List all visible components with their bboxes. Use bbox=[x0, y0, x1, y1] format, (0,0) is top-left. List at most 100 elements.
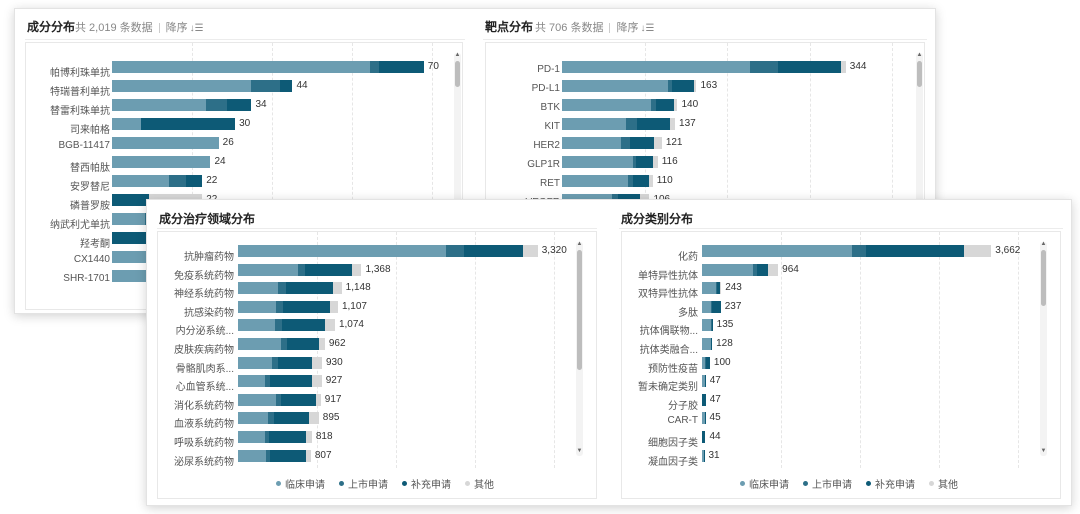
bar-row[interactable]: 皮肤疾病药物 962 bbox=[158, 338, 596, 357]
legend-item-clinical[interactable]: 临床申请 bbox=[276, 476, 325, 491]
legend-item-clinical[interactable]: 临床申请 bbox=[740, 476, 789, 491]
bar-row[interactable]: 免疫系统药物 1,368 bbox=[158, 263, 596, 283]
bar-row[interactable]: CAR-T 45 bbox=[622, 412, 1060, 431]
legend-item-supplement[interactable]: 补充申请 bbox=[402, 476, 451, 491]
stacked-bar[interactable] bbox=[112, 270, 154, 282]
sort-toggle[interactable]: 降序 ↓☰ bbox=[165, 22, 204, 34]
bar-row[interactable]: RET 110 bbox=[486, 175, 924, 194]
stacked-bar[interactable] bbox=[238, 263, 362, 276]
stacked-bar[interactable] bbox=[562, 175, 653, 187]
bar-row[interactable]: 双特异性抗体 243 bbox=[622, 282, 1060, 301]
bar-row[interactable]: PD-L1 163 bbox=[486, 80, 924, 99]
bar-row[interactable]: 骨骼肌肉系... 930 bbox=[158, 356, 596, 376]
bar-row[interactable]: GLP1R 116 bbox=[486, 156, 924, 175]
stacked-bar[interactable] bbox=[702, 282, 722, 295]
stacked-bar[interactable] bbox=[112, 137, 219, 149]
bar-row[interactable]: 神经系统药物 1,148 bbox=[158, 282, 596, 301]
scroll-up-icon[interactable]: ▲ bbox=[1040, 241, 1047, 247]
bar-row[interactable]: 细胞因子类 44 bbox=[622, 431, 1060, 450]
bar-row[interactable]: CX1440 bbox=[26, 251, 462, 270]
stacked-bar[interactable] bbox=[238, 282, 342, 295]
stacked-bar[interactable] bbox=[238, 319, 335, 332]
stacked-bar[interactable] bbox=[702, 356, 710, 369]
bar-row[interactable]: 多肽 237 bbox=[622, 300, 1060, 320]
sort-toggle[interactable]: 降序 ↓☰ bbox=[616, 22, 655, 34]
bar-row[interactable]: 抗体类融合... 128 bbox=[622, 338, 1060, 357]
bar-row[interactable]: BTK 140 bbox=[486, 99, 924, 118]
stacked-bar[interactable] bbox=[112, 156, 211, 168]
stacked-bar[interactable] bbox=[562, 137, 662, 149]
scrollbar-thumb[interactable] bbox=[577, 250, 582, 370]
bar-row[interactable]: 化药 3,662 bbox=[622, 245, 1060, 264]
bar-row[interactable]: HER2 121 bbox=[486, 137, 924, 156]
stacked-bar[interactable] bbox=[112, 61, 424, 73]
scroll-up-icon[interactable]: ▲ bbox=[916, 52, 923, 58]
legend-item-supplement[interactable]: 补充申请 bbox=[866, 476, 915, 491]
stacked-bar[interactable] bbox=[562, 61, 846, 73]
scrollbar[interactable]: ▲▼ bbox=[1040, 241, 1047, 456]
stacked-bar[interactable] bbox=[702, 338, 713, 350]
scroll-up-icon[interactable]: ▲ bbox=[454, 52, 461, 58]
scrollbar-thumb[interactable] bbox=[455, 61, 460, 87]
bar-row[interactable]: 凝血因子类 31 bbox=[622, 449, 1060, 469]
bar-row[interactable]: 特瑞普利单抗 44 bbox=[26, 80, 462, 99]
bar-row[interactable]: 替雷利珠单抗 34 bbox=[26, 99, 462, 118]
stacked-bar[interactable] bbox=[238, 300, 338, 313]
stacked-bar[interactable] bbox=[562, 99, 678, 111]
stacked-bar[interactable] bbox=[112, 80, 293, 92]
scrollbar-thumb[interactable] bbox=[917, 61, 922, 87]
stacked-bar[interactable] bbox=[702, 263, 779, 276]
bar-row[interactable]: SHR-1701 bbox=[26, 270, 462, 289]
stacked-bar[interactable] bbox=[238, 375, 322, 388]
bar-row[interactable]: 安罗替尼 22 bbox=[26, 175, 462, 194]
legend-item-other[interactable]: 其他 bbox=[465, 476, 494, 491]
bar-row[interactable]: 暂未确定类别 47 bbox=[622, 375, 1060, 394]
bar-row[interactable]: 呼吸系统药物 818 bbox=[158, 431, 596, 450]
stacked-bar[interactable] bbox=[702, 412, 706, 425]
stacked-bar[interactable] bbox=[238, 356, 322, 369]
bar-row[interactable]: 单特异性抗体 964 bbox=[622, 263, 1060, 283]
stacked-bar[interactable] bbox=[112, 175, 203, 187]
bar-row[interactable]: 替西帕肽 24 bbox=[26, 156, 462, 175]
bar-row[interactable]: 预防性疫苗 100 bbox=[622, 356, 1060, 376]
bar-row[interactable]: 内分泌系统... 1,074 bbox=[158, 319, 596, 338]
stacked-bar[interactable] bbox=[238, 338, 325, 350]
scroll-up-icon[interactable]: ▲ bbox=[576, 241, 583, 247]
bar-row[interactable]: 血液系统药物 895 bbox=[158, 412, 596, 431]
stacked-bar[interactable] bbox=[238, 449, 311, 462]
stacked-bar[interactable] bbox=[702, 319, 713, 332]
bar-row[interactable]: 心血管系统... 927 bbox=[158, 375, 596, 394]
stacked-bar[interactable] bbox=[562, 80, 697, 92]
scroll-down-icon[interactable]: ▼ bbox=[576, 448, 583, 454]
legend-item-other[interactable]: 其他 bbox=[929, 476, 958, 491]
scroll-down-icon[interactable]: ▼ bbox=[1040, 448, 1047, 454]
scrollbar-thumb[interactable] bbox=[1041, 250, 1046, 306]
bar-row[interactable]: 抗体偶联物... 135 bbox=[622, 319, 1060, 338]
stacked-bar[interactable] bbox=[702, 393, 706, 406]
stacked-bar[interactable] bbox=[112, 99, 252, 111]
stacked-bar[interactable] bbox=[112, 232, 149, 244]
bar-row[interactable]: BGB-11417 26 bbox=[26, 137, 462, 156]
bar-row[interactable]: 抗感染药物 1,107 bbox=[158, 300, 596, 320]
bar-row[interactable]: 羟考酮 bbox=[26, 232, 462, 251]
bar-row[interactable]: PD-1 344 bbox=[486, 61, 924, 80]
stacked-bar[interactable] bbox=[702, 431, 706, 443]
stacked-bar[interactable] bbox=[238, 245, 538, 257]
bar-row[interactable]: 消化系统药物 917 bbox=[158, 393, 596, 413]
stacked-bar[interactable] bbox=[238, 431, 312, 443]
stacked-bar[interactable] bbox=[702, 245, 992, 257]
scrollbar[interactable]: ▲▼ bbox=[576, 241, 583, 456]
bar-row[interactable]: 抗肿瘤药物 3,320 bbox=[158, 245, 596, 264]
stacked-bar[interactable] bbox=[238, 393, 321, 406]
bar-row[interactable]: KIT 137 bbox=[486, 118, 924, 137]
stacked-bar[interactable] bbox=[562, 156, 658, 168]
stacked-bar[interactable] bbox=[112, 251, 154, 263]
bar-row[interactable]: 帕博利珠单抗 70 bbox=[26, 61, 462, 80]
bar-row[interactable]: 司来帕格 30 bbox=[26, 118, 462, 137]
stacked-bar[interactable] bbox=[702, 300, 721, 313]
bar-row[interactable]: 泌尿系统药物 807 bbox=[158, 449, 596, 469]
legend-item-market[interactable]: 上市申请 bbox=[339, 476, 388, 491]
stacked-bar[interactable] bbox=[702, 449, 705, 462]
legend-item-market[interactable]: 上市申请 bbox=[803, 476, 852, 491]
stacked-bar[interactable] bbox=[112, 118, 236, 130]
